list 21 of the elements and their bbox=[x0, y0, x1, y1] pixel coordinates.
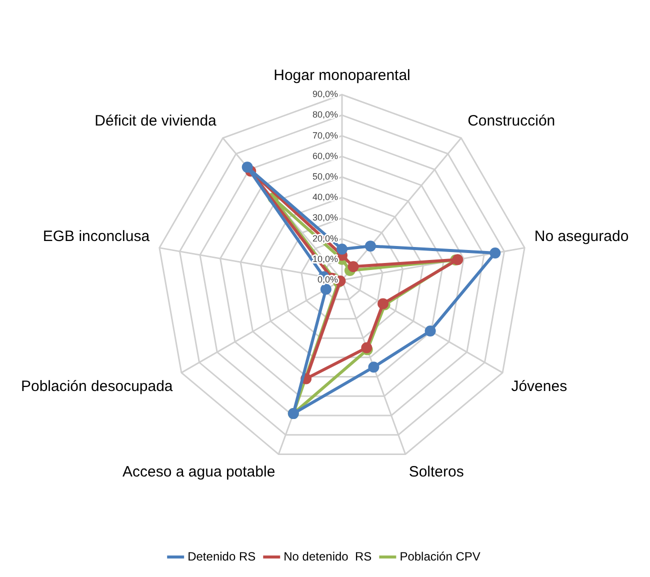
legend-label: Detenido RS bbox=[188, 549, 256, 564]
y-tick-label: 0,0% bbox=[317, 274, 338, 284]
y-tick-label: 40,0% bbox=[312, 192, 338, 202]
y-tick-label: 50,0% bbox=[312, 171, 338, 182]
spoke-label: No asegurado bbox=[534, 228, 629, 246]
spoke-label: Población desocupada bbox=[20, 378, 174, 395]
spoke-label: Jóvenes bbox=[511, 378, 568, 395]
spoke-label: Acceso a agua potable bbox=[122, 464, 276, 481]
y-tick-label: 20,0% bbox=[312, 233, 338, 244]
spoke-label: Hogar monoparental bbox=[274, 66, 410, 84]
spoke-label: Construcción bbox=[468, 112, 556, 130]
y-tick-label: 70,0% bbox=[312, 130, 338, 140]
spoke-label: EGB inconclusa bbox=[42, 228, 150, 246]
legend-label: Población CPV bbox=[400, 549, 480, 564]
y-tick-label: 60,0% bbox=[312, 150, 338, 161]
legend-label: No detenido RS bbox=[284, 549, 372, 564]
y-tick-label: 90,0% bbox=[312, 89, 338, 100]
y-tick-label: 30,0% bbox=[312, 212, 338, 223]
spoke-label: Déficit de vivienda bbox=[94, 112, 218, 130]
y-tick-label: 80,0% bbox=[312, 110, 338, 120]
spoke-label: Solteros bbox=[408, 464, 464, 481]
